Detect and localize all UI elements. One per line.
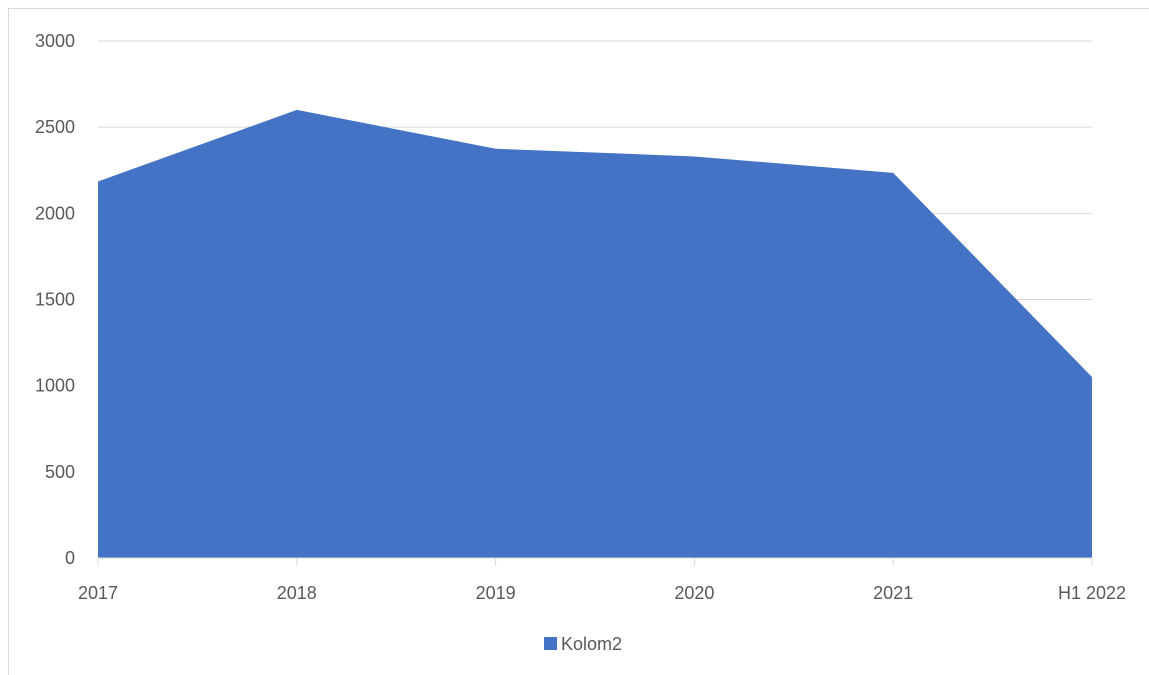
x-tick-label: 2018: [277, 583, 317, 603]
y-tick-label: 3000: [35, 31, 75, 51]
y-tick-label: 1500: [35, 290, 75, 310]
x-axis: 2017 2018 2019 2020 2021 H1 2022: [78, 557, 1126, 603]
x-tick-label: 2019: [476, 583, 516, 603]
y-tick-label: 0: [65, 548, 75, 568]
y-axis: 0 500 1000 1500 2000 2500 3000: [35, 31, 75, 568]
area-series-kolom2: [98, 109, 1092, 558]
plot-area: [98, 109, 1092, 558]
x-tick-label: 2021: [873, 583, 913, 603]
x-tick-label: 2017: [78, 583, 118, 603]
y-tick-label: 2500: [35, 117, 75, 137]
legend: Kolom2: [544, 634, 622, 654]
y-tick-label: 500: [45, 462, 75, 482]
x-tick-label: H1 2022: [1058, 583, 1126, 603]
y-tick-label: 1000: [35, 376, 75, 396]
x-tick-label: 2020: [674, 583, 714, 603]
chart-frame: [8, 8, 1149, 675]
y-tick-label: 2000: [35, 203, 75, 223]
legend-label: Kolom2: [561, 634, 622, 654]
legend-swatch: [544, 637, 557, 650]
